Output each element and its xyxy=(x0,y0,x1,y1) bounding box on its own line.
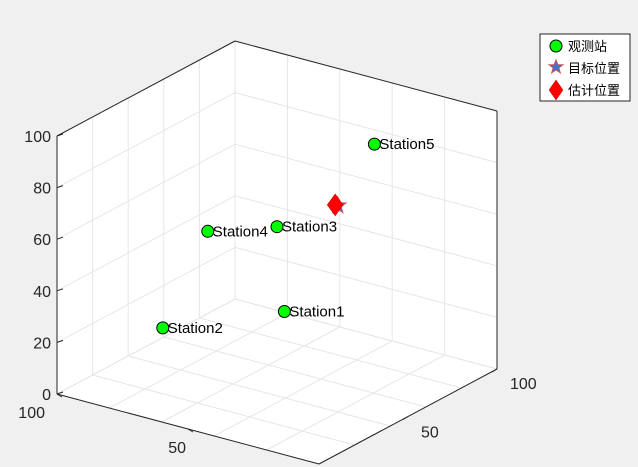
box-edge xyxy=(56,40,236,137)
x-tick xyxy=(56,393,63,398)
grid-line xyxy=(213,340,393,437)
grid-line xyxy=(56,195,236,292)
station-label: Station2 xyxy=(168,320,223,337)
z-tick xyxy=(56,133,64,137)
grid-line xyxy=(92,374,355,446)
y-tick xyxy=(491,368,498,373)
grid-line xyxy=(56,298,236,395)
y-tick xyxy=(402,416,409,420)
station-marker xyxy=(277,305,291,318)
station-label: Station4 xyxy=(213,223,268,240)
grid-line xyxy=(56,92,236,189)
z-tick-label: 20 xyxy=(33,335,51,352)
z-tick xyxy=(56,391,64,395)
grid-line xyxy=(234,143,498,215)
axes-3d: 0 20 40 60 80 100 100 50 100 50 xyxy=(18,40,537,465)
z-tick xyxy=(56,236,64,240)
z-tick-label: 60 xyxy=(33,232,51,249)
z-tick xyxy=(56,185,64,189)
z-tick-label: 100 xyxy=(24,129,51,146)
legend-item-stations: 观测站 xyxy=(568,40,607,55)
station-label: Station1 xyxy=(289,304,344,321)
back-pane xyxy=(57,41,235,394)
z-tick xyxy=(56,339,64,343)
grid-line xyxy=(163,336,426,408)
y-tick-label: 100 xyxy=(510,376,537,393)
grid-line xyxy=(56,143,236,240)
station-marker xyxy=(270,220,284,234)
z-tick xyxy=(56,288,64,292)
z-tick-label: 0 xyxy=(42,387,51,404)
station-label: Station5 xyxy=(379,136,434,153)
grid-line xyxy=(161,326,341,423)
y-tick-label: 50 xyxy=(421,425,439,442)
grid-line xyxy=(128,355,391,427)
legend[interactable]: 观测站 目标位置 估计位置 xyxy=(539,33,631,102)
station-label: Station3 xyxy=(282,219,337,236)
box-edge xyxy=(234,40,498,112)
x-tick-label: 50 xyxy=(168,440,186,457)
z-tick-label: 40 xyxy=(33,284,51,301)
station-marker xyxy=(367,137,381,151)
grid-line xyxy=(109,312,288,409)
grid-line xyxy=(234,246,498,318)
x-tick-label: 100 xyxy=(18,405,45,422)
station-marker xyxy=(156,321,170,335)
grid-line xyxy=(234,92,498,164)
z-tick-label: 80 xyxy=(33,181,51,198)
x-tick xyxy=(187,428,194,433)
back-pane xyxy=(235,41,497,369)
grid-line xyxy=(266,354,445,451)
floor-pane xyxy=(57,299,497,464)
plot-marks: Station1 Station2 Station3 Station4 Station5 xyxy=(156,136,434,337)
grid-line xyxy=(199,317,462,389)
legend-item-target: 目标位置 xyxy=(568,62,620,77)
station-marker xyxy=(201,224,215,238)
green-circle-icon xyxy=(549,39,563,53)
grid-line xyxy=(56,246,236,343)
grid-line xyxy=(234,195,498,267)
estimate-diamond-marker xyxy=(326,193,344,217)
red-diamond-icon xyxy=(548,79,564,101)
legend-item-estimate: 估计位置 xyxy=(568,84,620,99)
blue-star-icon xyxy=(547,58,565,74)
